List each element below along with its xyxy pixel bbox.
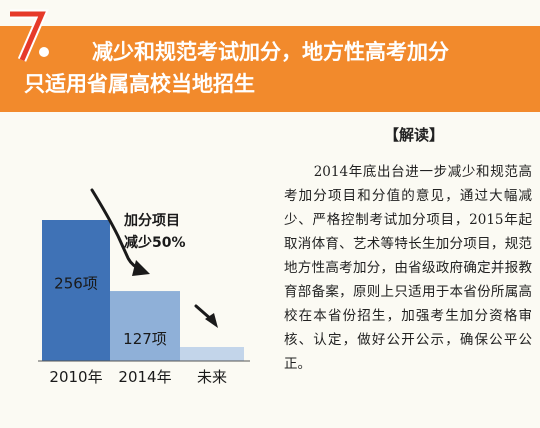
explanation-heading: 【解读】 [384,126,445,144]
explanation-body: 2014年底出台进一步减少和规范高考加分项目和分值的意见，通过大幅减少、严格控制… [284,164,532,372]
annotation-line-1: 加分项目 [123,213,180,229]
down-arrow-icon [194,304,218,328]
bar-future [180,347,244,361]
value-label-2010: 256项 [54,275,98,293]
title-banner [0,26,540,112]
bar-2010 [42,220,110,361]
page-title: 减少和规范考试加分，地方性高考加分 只适用省属高校当地招生 [24,36,534,100]
category-label-2010: 2010年 [49,368,102,386]
title-line-2: 只适用省属高校当地招生 [24,72,255,96]
section-number-icon [10,9,49,62]
category-label-2014: 2014年 [118,368,171,386]
category-label-future: 未来 [197,368,227,386]
bar-chart: 256项 127项 2010年 2014年 未来 加分项目 减少50% [38,188,250,386]
title-line-1: 减少和规范考试加分，地方性高考加分 [92,40,449,64]
annotation-line-2: 减少50% [124,234,186,251]
trend-arrow-icon [90,188,150,276]
value-label-2014: 127项 [123,330,167,348]
bar-2014 [110,291,180,361]
